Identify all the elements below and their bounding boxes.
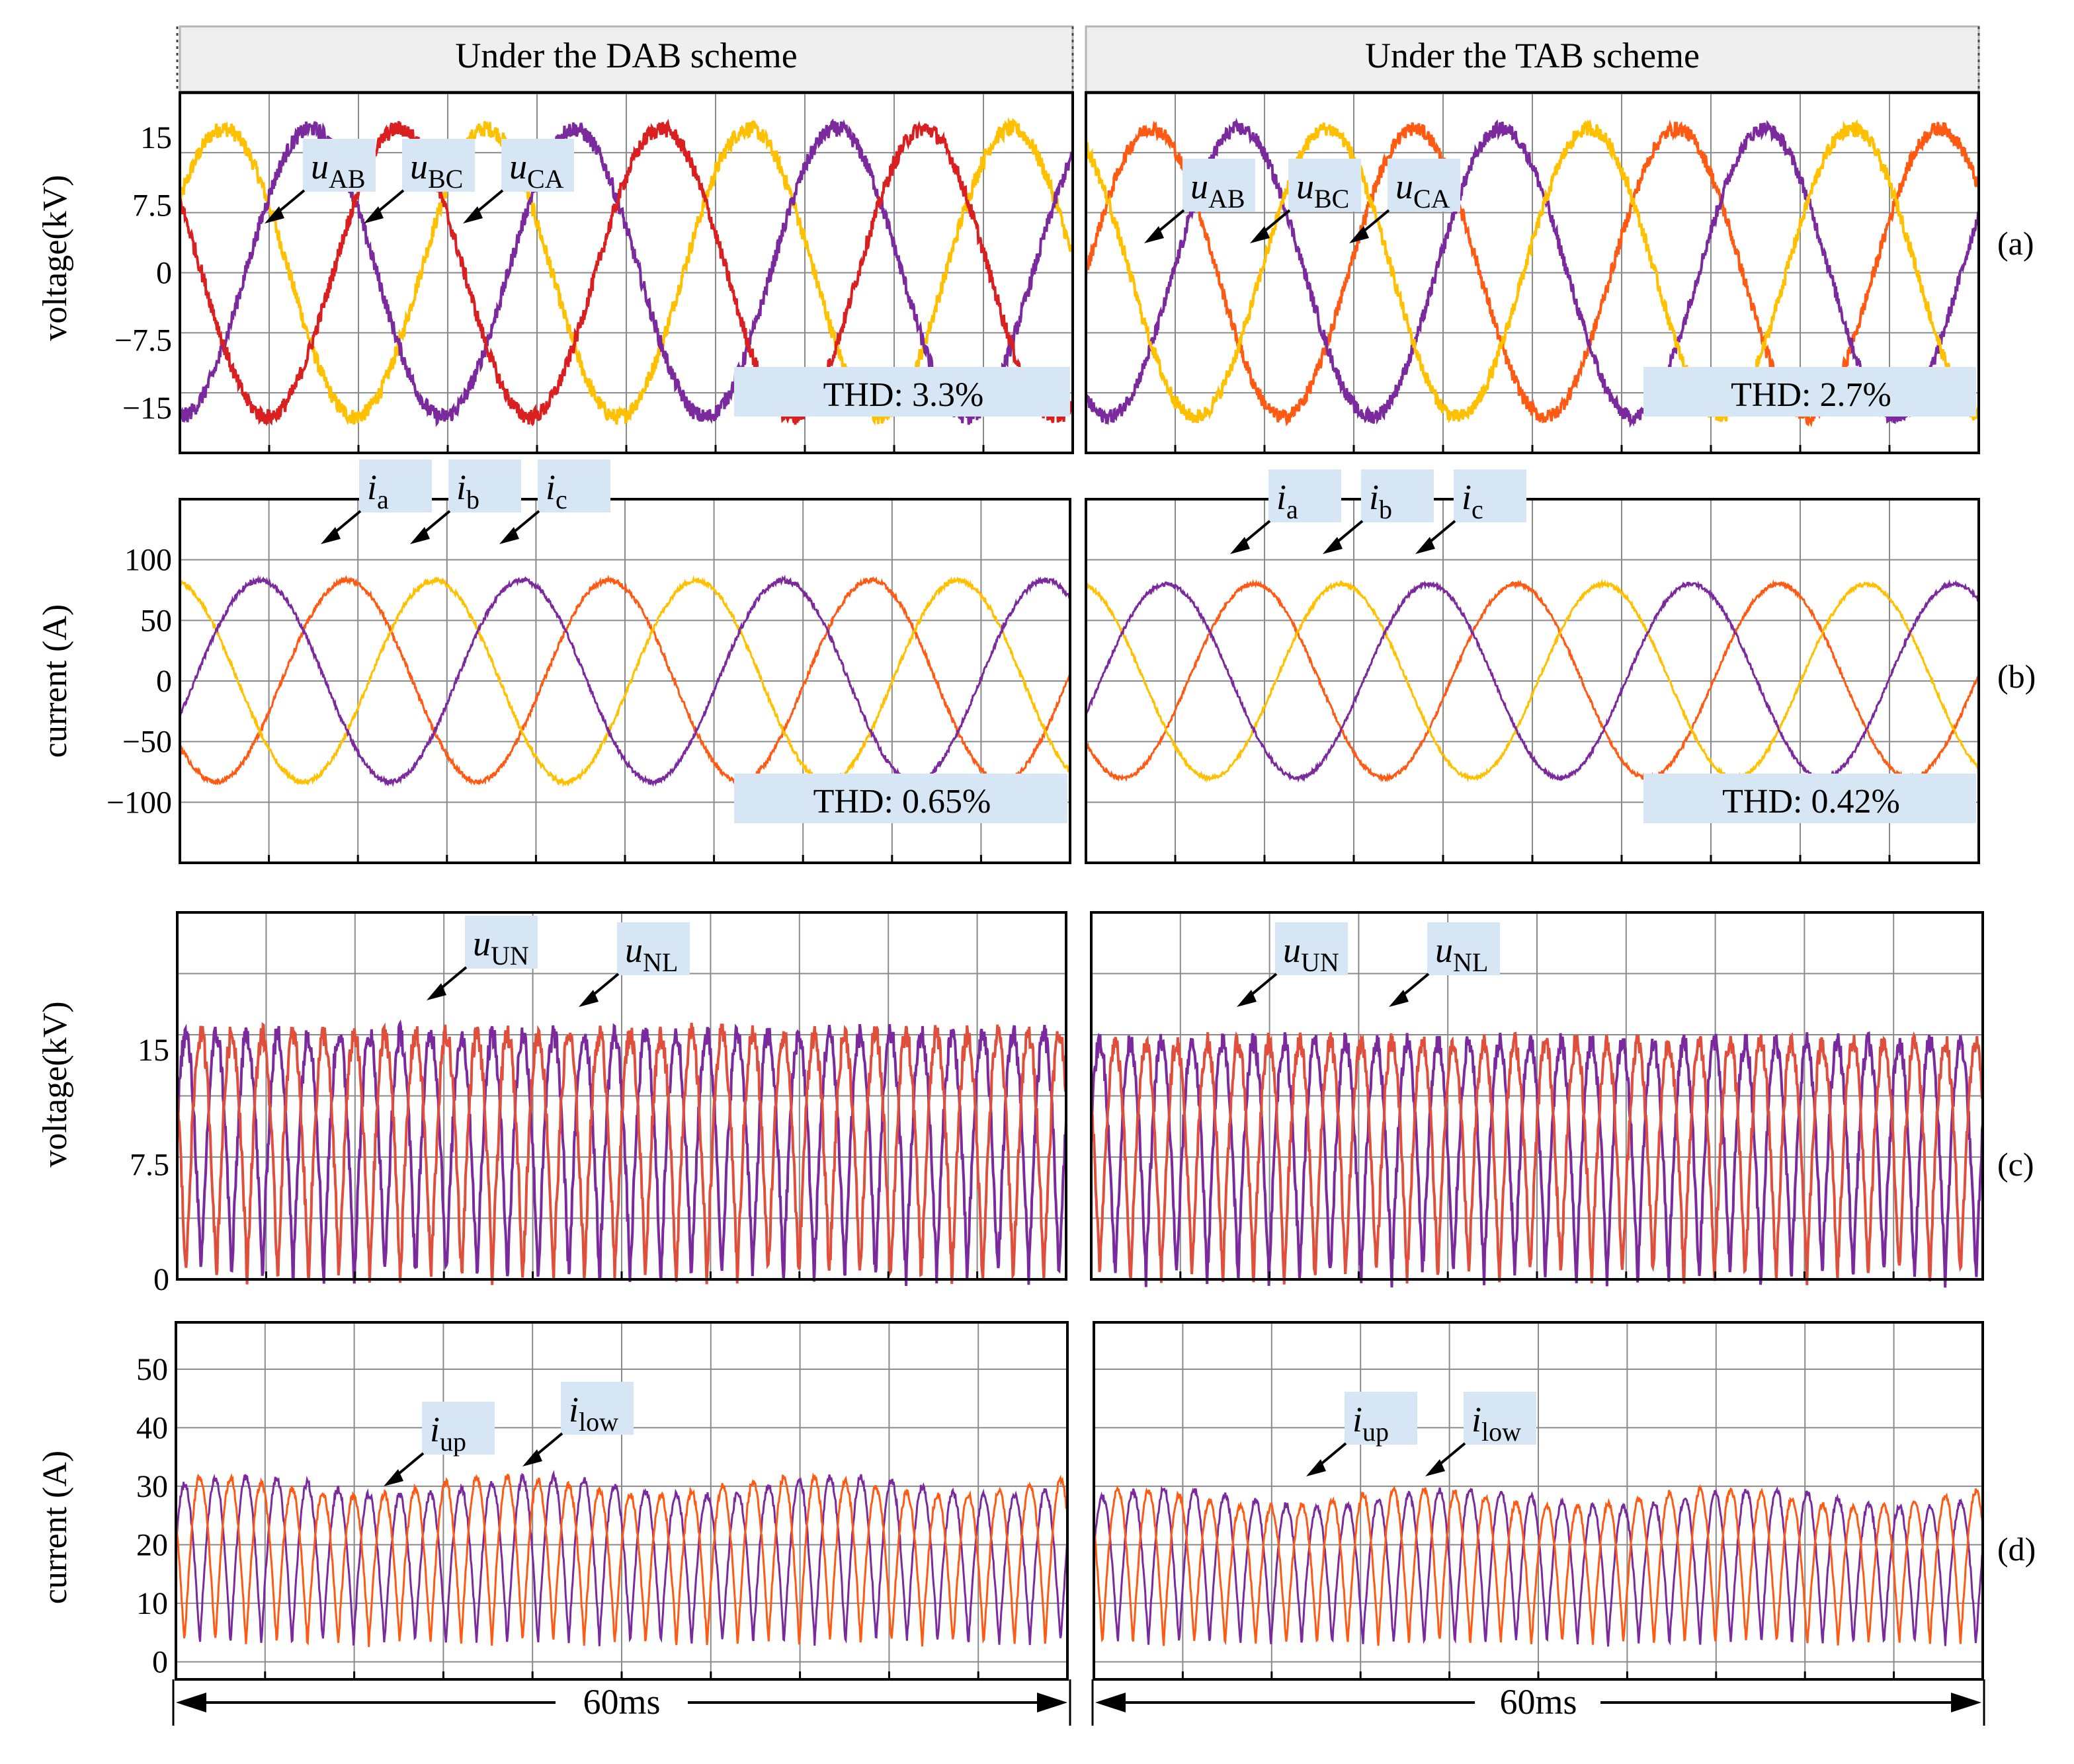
signal-label-d-dab-low: ilow: [522, 1382, 634, 1466]
header-left-text: Under the DAB scheme: [455, 36, 797, 75]
thd-box-b-tab: THD: 0.42%: [1643, 774, 1976, 823]
panel-c-dab: 15 7.5 0 uUN uNL: [130, 911, 1067, 1297]
series-d-dab-low: [175, 1472, 1069, 1648]
signal-label-b-dab-b: ib: [410, 460, 521, 544]
ylabel-b: current (A): [36, 604, 74, 758]
series-a-tab-CA: [1085, 119, 1980, 424]
panel-label-d: (d): [1997, 1531, 2036, 1568]
ytick-d-dab-5: 0: [152, 1644, 168, 1679]
ylabel-c: voltage(kV): [36, 1001, 74, 1167]
ytick-b-dab-0: 100: [124, 543, 172, 578]
ytick-a-dab-0: 15: [140, 120, 172, 155]
panel-c-tab: uUN uNL: [1090, 911, 1984, 1288]
ytick-d-dab-2: 30: [136, 1469, 168, 1504]
signal-label-b-tab-c: ic: [1415, 469, 1526, 554]
ytick-a-dab-2: 0: [156, 256, 172, 291]
series-c-tab-NL: [1090, 1031, 1984, 1285]
svg-text:THD: 0.42%: THD: 0.42%: [1722, 783, 1900, 821]
panel-label-c: (c): [1997, 1146, 2034, 1183]
signal-label-c-tab-UN: uUN: [1237, 922, 1348, 1007]
panel-b-dab: 100 50 0 −50 −100 ia ib ic THD: 0.65%: [106, 460, 1071, 864]
svg-text:THD: 2.7%: THD: 2.7%: [1731, 376, 1891, 414]
signal-label-a-dab-BC: uBC: [364, 139, 475, 223]
panel-b-tab: ia ib ic THD: 0.42%: [1085, 469, 1980, 864]
signal-label-a-tab-CA: uCA: [1349, 159, 1460, 243]
signal-label-c-tab-NL: uNL: [1389, 922, 1500, 1007]
series-b-dab-b: [179, 575, 1071, 787]
signal-label-a-tab-AB: uAB: [1144, 159, 1255, 243]
ytick-b-dab-1: 50: [140, 603, 172, 638]
signal-label-a-dab-CA: uCA: [463, 139, 574, 223]
ytick-b-dab-2: 0: [156, 664, 172, 699]
signal-label-a-dab-AB: uAB: [265, 139, 376, 223]
series-d-tab-up: [1093, 1485, 1984, 1647]
signal-label-b-tab-b: ib: [1323, 469, 1434, 554]
signal-label-d-dab-up: iup: [384, 1402, 495, 1486]
series-d-dab-up: [175, 1470, 1069, 1646]
signal-label-b-dab-c: ic: [499, 460, 610, 544]
ylabel-a: voltage(kV): [36, 175, 74, 341]
series-b-tab-a: [1085, 579, 1980, 783]
series-a-tab-BC: [1085, 117, 1980, 428]
ytick-d-dab-4: 10: [136, 1586, 168, 1621]
panel-a-dab: 15 7.5 0 −7.5 −15 uAB uBC uCA THD: 3.3%: [114, 91, 1074, 454]
svg-text:uBC: uBC: [1296, 167, 1349, 214]
panel-label-a: (a): [1997, 225, 2034, 262]
panel-d-tab: iup ilow: [1093, 1321, 1984, 1681]
series-c-tab-UN: [1090, 1031, 1984, 1288]
signal-label-d-tab-low: ilow: [1425, 1392, 1536, 1476]
ytick-b-dab-4: −100: [106, 785, 172, 820]
header-left: Under the DAB scheme: [176, 25, 1074, 95]
ytick-b-dab-3: −50: [122, 725, 172, 760]
panel-label-b: (b): [1997, 658, 2036, 695]
thd-box-b-dab: THD: 0.65%: [734, 774, 1067, 823]
series-c-dab-UN: [176, 1019, 1067, 1286]
ytick-c-dab-0: 15: [138, 1033, 169, 1068]
header-right-text: Under the TAB scheme: [1365, 36, 1700, 75]
series-b-dab-a: [179, 575, 1071, 787]
series-d-tab-low: [1093, 1484, 1984, 1646]
ylabel-d: current (A): [36, 1451, 74, 1604]
header-right: Under the TAB scheme: [1085, 25, 1980, 95]
panel-a-tab: uAB uBC uCA THD: 2.7%: [1085, 91, 1980, 454]
time-span-right: 60ms: [1091, 1679, 1985, 1726]
ytick-d-dab-1: 40: [136, 1410, 168, 1445]
thd-box-a-tab: THD: 2.7%: [1643, 367, 1976, 417]
signal-label-c-dab-UN: uUN: [427, 916, 538, 1000]
time-span-right-text: 60ms: [1499, 1682, 1577, 1722]
svg-text:THD: 0.65%: THD: 0.65%: [813, 783, 991, 821]
ytick-d-dab-0: 50: [136, 1352, 168, 1387]
ytick-a-dab-1: 7.5: [132, 188, 172, 223]
ytick-a-dab-3: −7.5: [114, 323, 172, 358]
signal-label-c-dab-NL: uNL: [579, 922, 690, 1007]
series-b-tab-b: [1085, 579, 1980, 783]
signal-label-a-tab-BC: uBC: [1250, 159, 1361, 243]
time-span-left: 60ms: [172, 1679, 1071, 1726]
series-a-dab-CA: [179, 118, 1074, 426]
ytick-c-dab-2: 0: [153, 1262, 169, 1297]
ytick-a-dab-4: −15: [122, 391, 172, 426]
grid-d-dab: [176, 1322, 1067, 1679]
grid-d-tab: [1094, 1322, 1983, 1679]
ytick-c-dab-1: 7.5: [130, 1148, 169, 1183]
signal-label-b-tab-a: ia: [1230, 469, 1341, 554]
series-c-dab-NL: [176, 1022, 1067, 1285]
svg-text:THD: 3.3%: THD: 3.3%: [823, 376, 984, 414]
time-span-left-text: 60ms: [583, 1682, 660, 1722]
ytick-d-dab-3: 20: [136, 1527, 168, 1562]
thd-box-a-dab: THD: 3.3%: [734, 367, 1070, 417]
signal-label-b-dab-a: ia: [321, 460, 432, 544]
signal-label-d-tab-up: iup: [1306, 1392, 1417, 1476]
